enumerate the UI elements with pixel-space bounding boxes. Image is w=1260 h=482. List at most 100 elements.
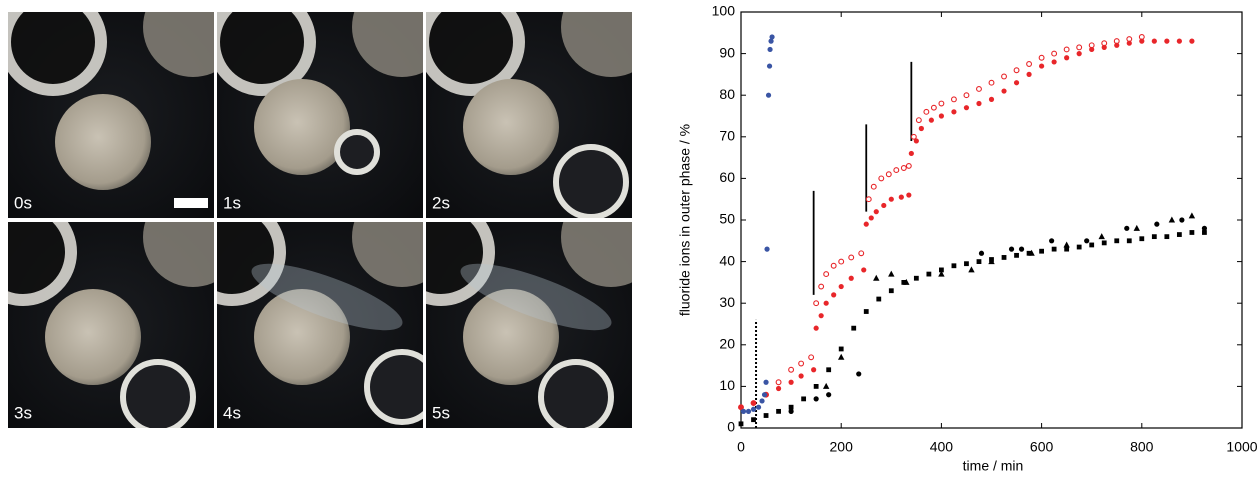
x-axis-label: time / min (963, 458, 1024, 474)
point (988, 79, 995, 86)
point (885, 171, 892, 178)
point (848, 254, 855, 261)
point (761, 392, 768, 398)
point (830, 262, 837, 269)
point (930, 104, 937, 111)
y-tick-label: 20 (719, 336, 735, 352)
panel: 2s (426, 12, 632, 218)
point (905, 162, 912, 169)
point (811, 367, 817, 373)
time-label: 3s (14, 403, 32, 422)
point (1176, 38, 1182, 44)
point (808, 354, 815, 361)
point (863, 309, 869, 314)
point (863, 221, 869, 227)
point (823, 271, 830, 278)
capillary-ring (553, 144, 629, 218)
capillary-ring (364, 349, 423, 425)
point (861, 267, 867, 273)
point (769, 34, 775, 40)
point (1063, 46, 1070, 53)
droplet (561, 222, 632, 287)
x-tick-label: 600 (1030, 439, 1054, 455)
droplet (561, 12, 632, 77)
point (1014, 252, 1019, 258)
point (1098, 233, 1105, 240)
point (1164, 38, 1170, 44)
point (848, 275, 854, 281)
point (906, 192, 912, 198)
point (1189, 38, 1195, 44)
time-label: 2s (432, 193, 450, 212)
y-tick-label: 10 (719, 377, 735, 393)
point (1051, 50, 1058, 57)
point (1013, 67, 1020, 74)
droplet (352, 222, 423, 287)
x-tick-label: 200 (830, 439, 854, 455)
point (1139, 236, 1145, 242)
point (888, 288, 894, 294)
droplet (45, 289, 141, 385)
point (818, 313, 824, 319)
point (901, 280, 907, 285)
point (908, 150, 914, 157)
point (978, 250, 985, 256)
point (1188, 212, 1196, 219)
point (1189, 230, 1195, 235)
point (938, 113, 945, 119)
point (876, 296, 882, 302)
point (1084, 238, 1090, 244)
point (813, 384, 819, 389)
point (1126, 40, 1132, 46)
point (788, 408, 794, 414)
point (1139, 38, 1145, 44)
point (788, 404, 794, 410)
point (826, 392, 832, 398)
point (1076, 51, 1082, 57)
capillary-ring (426, 222, 495, 306)
point (938, 270, 945, 277)
point (813, 396, 819, 402)
point (768, 38, 774, 44)
point (763, 379, 769, 385)
point (976, 86, 982, 92)
y-tick-label: 30 (719, 294, 735, 310)
capillary-ring (538, 359, 614, 428)
point (813, 325, 819, 331)
point (1179, 217, 1185, 223)
point (823, 300, 829, 306)
point (1008, 246, 1015, 252)
point (740, 408, 747, 414)
point (763, 413, 769, 418)
point (1114, 238, 1120, 244)
point (1001, 88, 1007, 94)
precipitate-cloud (251, 263, 403, 331)
droplet (352, 12, 423, 77)
point (1051, 246, 1057, 252)
panel: 0s (8, 12, 214, 218)
point (1018, 246, 1025, 252)
point (1126, 238, 1132, 244)
point (878, 175, 885, 182)
time-label: 0s (14, 193, 32, 212)
capillary-ring (8, 222, 77, 306)
time-label: 5s (432, 403, 450, 422)
point (775, 385, 782, 392)
point (788, 366, 795, 373)
capillary-ring (8, 12, 107, 96)
point (1026, 71, 1032, 77)
point (1038, 54, 1045, 61)
point (1026, 250, 1032, 256)
x-tick-label: 0 (737, 439, 745, 455)
point (738, 404, 744, 410)
x-tick-label: 800 (1130, 439, 1154, 455)
y-tick-label: 70 (719, 128, 735, 144)
point (759, 398, 765, 404)
point (1076, 44, 1083, 51)
point (1154, 221, 1160, 227)
point (1051, 59, 1057, 65)
point (755, 404, 762, 410)
point (1063, 241, 1070, 248)
point (873, 209, 879, 215)
